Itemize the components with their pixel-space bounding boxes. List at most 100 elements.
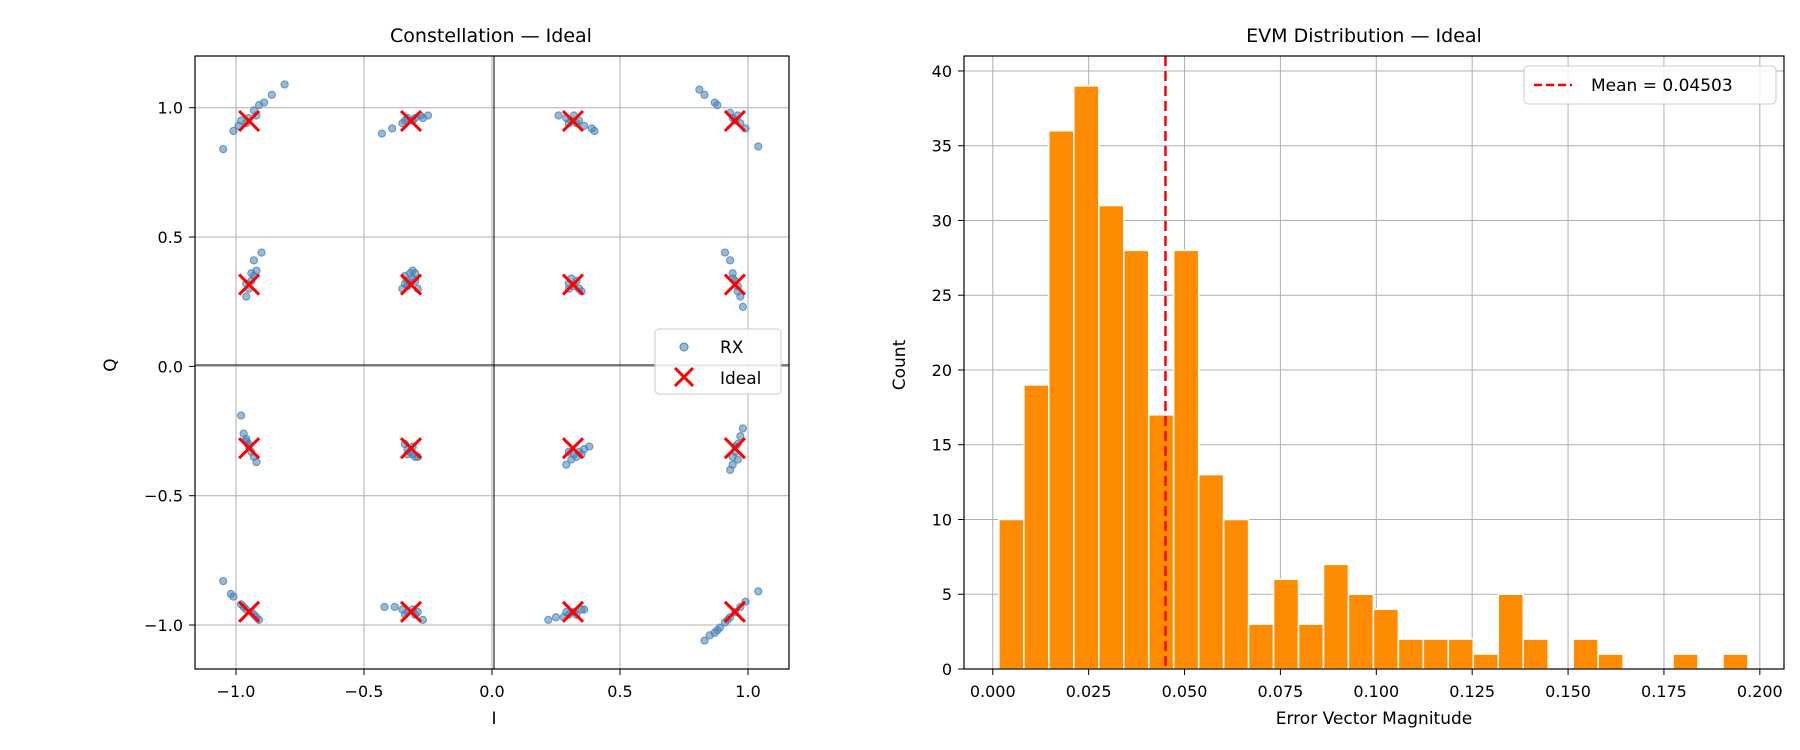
rx-point	[257, 248, 266, 257]
rx-point	[738, 302, 748, 311]
y-tick-label: 35	[932, 137, 952, 156]
ideal-marker	[723, 109, 746, 133]
histogram-bar	[1672, 653, 1699, 670]
x-tick-label: 0.150	[1545, 682, 1591, 701]
evm-legend-box	[1523, 65, 1777, 105]
evm-frame	[963, 55, 1785, 670]
x-tick-label: 0.025	[1066, 682, 1112, 701]
evm-legend: Mean = 0.04503	[1523, 65, 1777, 105]
histogram-bar	[1447, 638, 1475, 670]
y-tick-label: 40	[932, 62, 952, 81]
histogram-bar	[1247, 623, 1275, 670]
histogram-bar	[1197, 473, 1225, 670]
constellation-grid	[195, 56, 789, 669]
rx-point	[700, 636, 709, 645]
rx-point	[236, 116, 246, 125]
evm-bars	[998, 85, 1749, 670]
x-tick-label: 1.0	[735, 682, 760, 701]
rx-point	[551, 613, 561, 622]
x-tick-label: 0.100	[1353, 682, 1399, 701]
ideal-marker	[238, 437, 261, 460]
y-tick-label: 0.0	[158, 357, 183, 376]
ideal-marker	[561, 600, 585, 623]
ideal-marker	[399, 273, 423, 296]
rx-point	[229, 126, 238, 136]
x-tick-label: 0.5	[607, 682, 632, 701]
rx-point	[249, 256, 258, 265]
y-tick-label: 5	[942, 585, 952, 604]
legend-ideal-label: Ideal	[720, 369, 761, 389]
rx-point	[260, 98, 269, 107]
evm-ticks: 0.000 0.025 0.050 0.075 0.100 0.125 0.150 0.175…	[932, 62, 1783, 701]
histogram-bar	[1272, 578, 1300, 670]
y-tick-label: −1.0	[144, 616, 183, 635]
constellation-title: Constellation — Ideal	[390, 25, 592, 47]
constellation-legend-box	[654, 328, 782, 395]
constellation-ylabel: Q	[101, 358, 121, 371]
rx-point	[377, 129, 387, 138]
rx-point	[219, 145, 228, 154]
legend-ideal-marker	[673, 366, 695, 388]
rx-point	[267, 90, 276, 99]
ideal-marker	[561, 109, 585, 133]
rx-point	[736, 432, 745, 441]
ideal-markers	[238, 109, 746, 623]
x-tick-label: −0.5	[345, 682, 384, 701]
histogram-bar	[1722, 653, 1749, 670]
rx-point	[252, 457, 261, 467]
constellation-legend: RX Ideal	[654, 328, 782, 395]
ideal-marker	[399, 437, 423, 460]
histogram-bar	[1372, 608, 1400, 670]
x-tick-label: 0.050	[1162, 682, 1208, 701]
histogram-bar	[1522, 638, 1549, 670]
ideal-marker	[723, 273, 746, 296]
rx-point	[413, 607, 422, 617]
rx-point	[418, 113, 427, 123]
x-tick-label: −1.0	[217, 682, 256, 701]
rx-point	[754, 587, 763, 596]
rx-point	[562, 460, 571, 469]
ideal-marker	[561, 273, 585, 296]
x-tick-label: 0.000	[970, 682, 1016, 701]
ideal-marker	[399, 600, 423, 623]
x-tick-label: 0.175	[1641, 682, 1687, 701]
rx-point	[700, 90, 709, 99]
rx-point	[380, 602, 389, 612]
histogram-bar	[1073, 85, 1100, 670]
y-tick-label: 10	[932, 510, 952, 529]
x-tick-label: 0.125	[1449, 682, 1495, 701]
rx-point	[733, 455, 742, 464]
histogram-bar	[1222, 518, 1250, 670]
ideal-marker	[723, 437, 746, 460]
constellation-xlabel: I	[491, 709, 496, 729]
rx-point	[574, 116, 584, 125]
histogram-bar	[998, 518, 1025, 670]
histogram-bar	[1322, 563, 1350, 670]
histogram-bar	[1397, 638, 1425, 670]
evm-xlabel: Error Vector Magnitude	[1276, 709, 1472, 729]
rx-point	[580, 121, 589, 130]
y-tick-label: 20	[932, 361, 952, 380]
x-tick-label: 0.0	[479, 682, 504, 701]
y-tick-label: 0	[942, 660, 952, 679]
ideal-marker	[561, 437, 585, 460]
constellation-ticks: −1.0 −0.5 0.0 0.5 1.0 −1.0 −0.5 0.0 0.5 1.0	[144, 99, 761, 701]
rx-point	[390, 602, 399, 612]
histogram-bar	[1023, 384, 1050, 670]
legend-rx-label: RX	[720, 338, 744, 358]
rx-point	[219, 576, 228, 586]
ideal-marker	[238, 600, 261, 623]
ideal-marker	[723, 600, 746, 623]
rx-point	[544, 615, 553, 624]
rx-point	[720, 248, 730, 257]
rx-point	[580, 605, 589, 614]
evm-title: EVM Distribution — Ideal	[1246, 25, 1482, 47]
rx-point	[713, 626, 722, 635]
rx-point	[562, 607, 571, 617]
rx-point	[388, 124, 397, 133]
rx-point	[590, 126, 599, 136]
histogram-bar	[1147, 414, 1175, 670]
histogram-bar	[1572, 638, 1599, 670]
rx-point	[738, 424, 748, 433]
